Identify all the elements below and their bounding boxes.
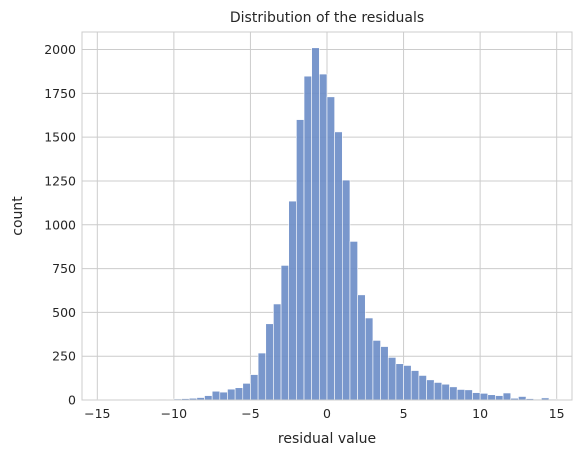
histogram-bar-52 (495, 395, 504, 401)
histogram-bar-38 (387, 357, 397, 401)
x-tick-label: −15 (84, 406, 110, 421)
histogram-bar-50 (479, 393, 489, 401)
histogram-bar-25 (288, 200, 297, 401)
histogram-bars (97, 47, 557, 401)
histogram-bar-16 (219, 391, 228, 401)
y-tick-label: 1500 (44, 130, 76, 145)
histogram-bar-27 (303, 75, 312, 401)
histogram-bar-55 (518, 396, 527, 401)
x-tick-label: −5 (241, 406, 259, 421)
y-axis-label: count (10, 196, 26, 236)
histogram-bar-17 (227, 388, 236, 401)
histogram-bar-28 (311, 47, 320, 401)
x-tick-label: 10 (472, 406, 488, 421)
x-tick-label: 15 (549, 406, 565, 421)
histogram-bar-26 (296, 119, 305, 401)
histogram-bar-39 (395, 363, 404, 401)
x-tick-labels: −15 −10 −5 0 5 10 15 (84, 406, 565, 421)
histogram-bar-47 (456, 389, 466, 401)
histogram-bar-22 (265, 323, 274, 401)
x-axis-label: residual value (278, 431, 376, 447)
histogram-bar-45 (441, 383, 450, 401)
histogram-bar-35 (364, 317, 374, 401)
histogram-bar-31 (334, 131, 343, 401)
histogram-bar-34 (357, 294, 366, 401)
x-tick-label: −10 (161, 406, 187, 421)
plot-frame (81, 31, 573, 401)
histogram-bar-43 (426, 379, 435, 401)
histogram-bar-49 (472, 392, 481, 401)
y-tick-label: 1000 (44, 217, 76, 232)
histogram-bar-21 (257, 352, 267, 401)
histogram-bar-24 (280, 265, 290, 401)
histogram-bar-36 (372, 340, 381, 401)
histogram-bar-33 (349, 241, 358, 401)
histogram-bar-20 (250, 374, 259, 401)
histogram-bar-53 (502, 392, 512, 401)
y-tick-labels: 0 250 500 750 1000 1250 1500 1750 2000 (44, 42, 76, 407)
y-tick-label: 1750 (44, 86, 76, 101)
x-tick-label: 5 (400, 406, 408, 421)
histogram-bar-37 (380, 346, 389, 401)
histogram-bar-18 (234, 387, 244, 401)
histogram-bar-32 (342, 179, 351, 401)
histogram-bar-51 (487, 394, 496, 401)
histogram-bar-42 (418, 375, 427, 401)
y-tick-label: 250 (52, 349, 76, 364)
histogram-bar-14 (204, 395, 213, 401)
y-tick-label: 750 (52, 261, 76, 276)
histogram-bar-40 (403, 365, 412, 401)
histogram-bar-15 (211, 390, 221, 401)
y-tick-label: 2000 (44, 42, 76, 57)
chart-title: Distribution of the residuals (230, 10, 424, 26)
histogram-bar-30 (326, 96, 335, 401)
y-tick-label: 500 (52, 305, 76, 320)
histogram-bar-41 (410, 370, 420, 401)
histogram-bar-44 (433, 382, 443, 401)
histogram-bar-48 (464, 389, 473, 401)
histogram-bar-29 (319, 73, 328, 401)
y-tick-label: 0 (68, 393, 76, 408)
histogram-bar-19 (242, 383, 251, 401)
x-tick-label: 0 (323, 406, 331, 421)
y-tick-label: 1250 (44, 173, 76, 188)
histogram-bar-23 (273, 303, 282, 401)
histogram-bar-46 (449, 386, 458, 401)
